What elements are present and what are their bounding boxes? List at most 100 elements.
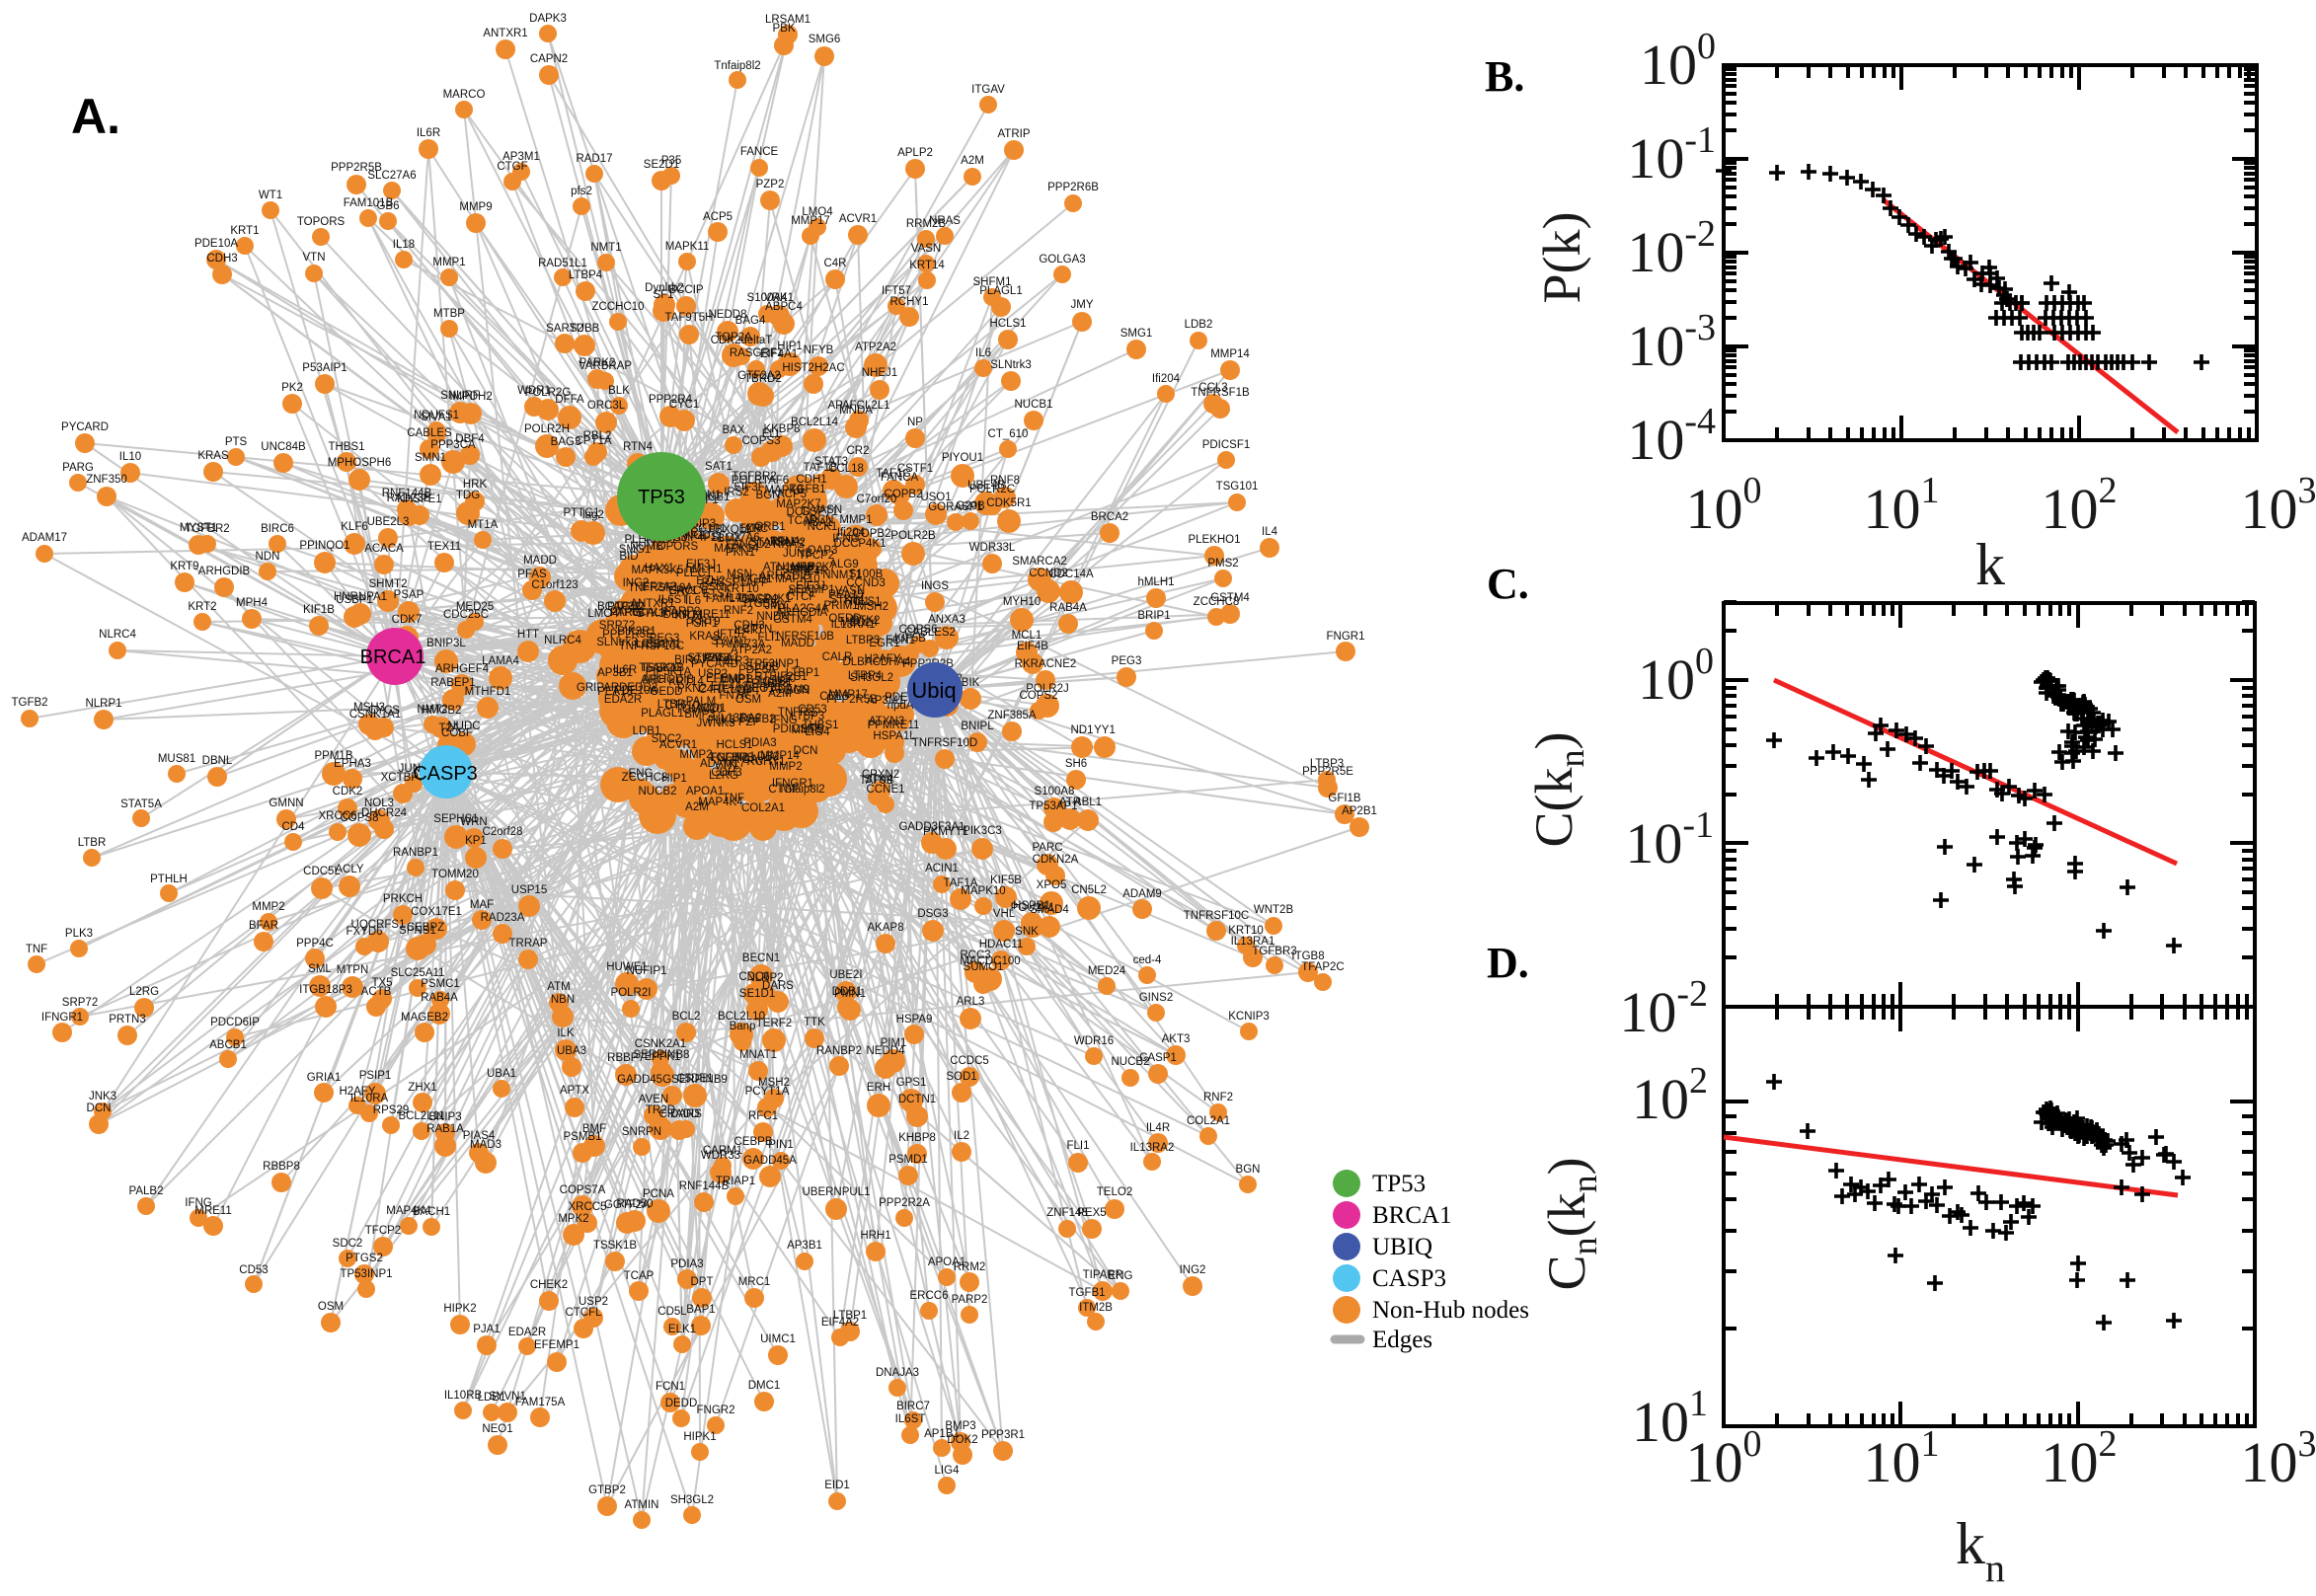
svg-text:ZCCHC10: ZCCHC10 [591, 301, 644, 313]
svg-text:GB6: GB6 [376, 200, 399, 212]
svg-text:ITGB18P3: ITGB18P3 [299, 984, 352, 996]
svg-text:EPPK1: EPPK1 [644, 1051, 680, 1063]
svg-text:SIVA1: SIVA1 [421, 412, 452, 423]
svg-text:MNDA: MNDA [839, 405, 873, 417]
svg-text:BAP1: BAP1 [686, 1304, 715, 1316]
svg-text:TP53INP1: TP53INP1 [340, 1268, 392, 1280]
svg-text:GADD45GSERPINB9: GADD45GSERPINB9 [617, 1074, 728, 1086]
svg-text:APLP2: APLP2 [897, 147, 933, 159]
svg-text:ADAM17: ADAM17 [22, 532, 67, 544]
svg-text:CASP3: CASP3 [1372, 1265, 1446, 1292]
svg-text:MSH2: MSH2 [758, 1077, 790, 1089]
svg-text:PARC: PARC [1032, 842, 1062, 854]
svg-text:ERCC6: ERCC6 [669, 585, 708, 597]
svg-text:JNK3: JNK3 [89, 1091, 116, 1102]
svg-text:ERCC6: ERCC6 [910, 1290, 949, 1302]
svg-text:BIK: BIK [962, 677, 980, 689]
svg-text:SH3GL2: SH3GL2 [670, 1494, 714, 1506]
svg-text:FNGR2: FNGR2 [697, 1405, 735, 1416]
svg-text:KHSPE1: KHSPE1 [397, 494, 441, 505]
svg-text:EFEMP1: EFEMP1 [534, 1339, 579, 1351]
svg-text:PPINQO1: PPINQO1 [299, 540, 349, 552]
svg-text:CT_610: CT_610 [988, 428, 1029, 440]
svg-text:DEDD: DEDD [665, 1398, 698, 1409]
svg-text:POLR2H: POLR2H [524, 423, 570, 435]
svg-text:BECN1: BECN1 [742, 952, 780, 964]
svg-text:TELO2: TELO2 [716, 684, 751, 696]
svg-text:MRE11: MRE11 [693, 609, 731, 621]
svg-text:TP53: TP53 [638, 487, 685, 508]
svg-text:FCN1: FCN1 [656, 1381, 685, 1393]
svg-text:CD53: CD53 [798, 704, 826, 716]
svg-text:XRCC6: XRCC6 [319, 810, 357, 822]
svg-text:ITM2B: ITM2B [1079, 1302, 1113, 1314]
svg-text:BCL2L11: BCL2L11 [398, 1110, 444, 1122]
svg-text:Ubiq: Ubiq [911, 678, 956, 703]
svg-text:TGFBR2: TGFBR2 [185, 523, 229, 535]
svg-text:MED24: MED24 [1088, 965, 1126, 977]
svg-text:GOLGA3: GOLGA3 [1039, 254, 1085, 266]
svg-text:ACP5: ACP5 [777, 489, 807, 500]
svg-text:PKN1: PKN1 [726, 547, 755, 559]
svg-text:MMP1: MMP1 [839, 514, 872, 526]
svg-text:MTHFD1: MTHFD1 [465, 686, 511, 698]
svg-text:AP3B1: AP3B1 [787, 1240, 822, 1252]
svg-text:ATM: ATM [547, 981, 570, 993]
svg-text:MMP1: MMP1 [432, 257, 465, 268]
svg-text:TAF9T5H: TAF9T5H [665, 312, 714, 324]
svg-text:PPP3R1: PPP3R1 [981, 1429, 1025, 1441]
svg-text:B.: B. [1485, 52, 1524, 101]
svg-text:DPT: DPT [691, 1276, 714, 1288]
svg-text:MPHOSPH6: MPHOSPH6 [328, 457, 392, 469]
svg-text:NHEJ1: NHEJ1 [862, 367, 897, 379]
svg-text:TGFB1: TGFB1 [1068, 1287, 1105, 1299]
svg-text:STAT5A: STAT5A [120, 798, 162, 810]
svg-text:CN5L2: CN5L2 [1071, 884, 1107, 896]
svg-text:CDC5L: CDC5L [303, 866, 341, 877]
svg-text:UIMC1: UIMC1 [760, 1333, 796, 1345]
svg-text:HNRNPA1: HNRNPA1 [334, 591, 387, 603]
svg-text:SMG1: SMG1 [1120, 328, 1153, 340]
svg-text:POLR2J: POLR2J [1026, 683, 1068, 695]
svg-text:EID1: EID1 [824, 1480, 850, 1491]
svg-text:P53AIP1: P53AIP1 [775, 565, 819, 576]
svg-text:Banp: Banp [730, 1021, 756, 1032]
svg-text:TOP2A: TOP2A [715, 332, 752, 343]
svg-text:CDK2: CDK2 [333, 786, 363, 798]
svg-text:ADAM9: ADAM9 [1122, 888, 1162, 900]
svg-text:COPS7A: COPS7A [560, 1184, 606, 1196]
svg-text:MPK2: MPK2 [558, 1213, 588, 1225]
svg-text:DBNL: DBNL [202, 755, 233, 767]
svg-text:PEG3: PEG3 [1112, 655, 1142, 667]
svg-text:COX17E1: COX17E1 [411, 906, 462, 918]
svg-text:PPP2R6B: PPP2R6B [1047, 182, 1099, 193]
svg-text:TCAP: TCAP [624, 1270, 655, 1282]
svg-text:IL4: IL4 [1262, 526, 1278, 538]
svg-text:JUNB: JUNB [783, 548, 812, 560]
svg-text:RAD50: RAD50 [616, 1198, 653, 1210]
svg-text:ILK: ILK [557, 1027, 575, 1039]
svg-text:ELL: ELL [762, 428, 783, 440]
svg-text:MMP2: MMP2 [252, 901, 284, 913]
svg-text:XPO5: XPO5 [1037, 879, 1067, 891]
svg-text:ITGAV: ITGAV [971, 84, 1005, 96]
svg-text:HSPA9: HSPA9 [896, 1014, 933, 1026]
svg-text:PPP2R4: PPP2R4 [649, 394, 693, 406]
svg-text:FCN1: FCN1 [886, 635, 915, 646]
svg-text:VTN: VTN [303, 252, 326, 264]
svg-text:WDR16: WDR16 [1074, 1035, 1114, 1047]
svg-text:UBA3: UBA3 [557, 1045, 586, 1057]
svg-text:TTK: TTK [804, 1017, 825, 1028]
svg-text:LTBP4: LTBP4 [569, 269, 603, 281]
svg-text:APTX: APTX [560, 1085, 589, 1097]
svg-text:AP3M1: AP3M1 [502, 151, 540, 163]
svg-text:MAF: MAF [470, 899, 494, 911]
svg-text:NP: NP [907, 417, 923, 428]
svg-text:LTBP3: LTBP3 [846, 635, 880, 646]
svg-text:CEBPB: CEBPB [734, 1136, 773, 1148]
svg-text:AP3M1: AP3M1 [867, 695, 904, 707]
svg-text:PMS2: PMS2 [1207, 558, 1238, 570]
svg-text:DAPK3: DAPK3 [529, 13, 567, 25]
svg-text:GFI1B: GFI1B [1328, 793, 1361, 804]
svg-text:NLRC4: NLRC4 [99, 629, 136, 641]
